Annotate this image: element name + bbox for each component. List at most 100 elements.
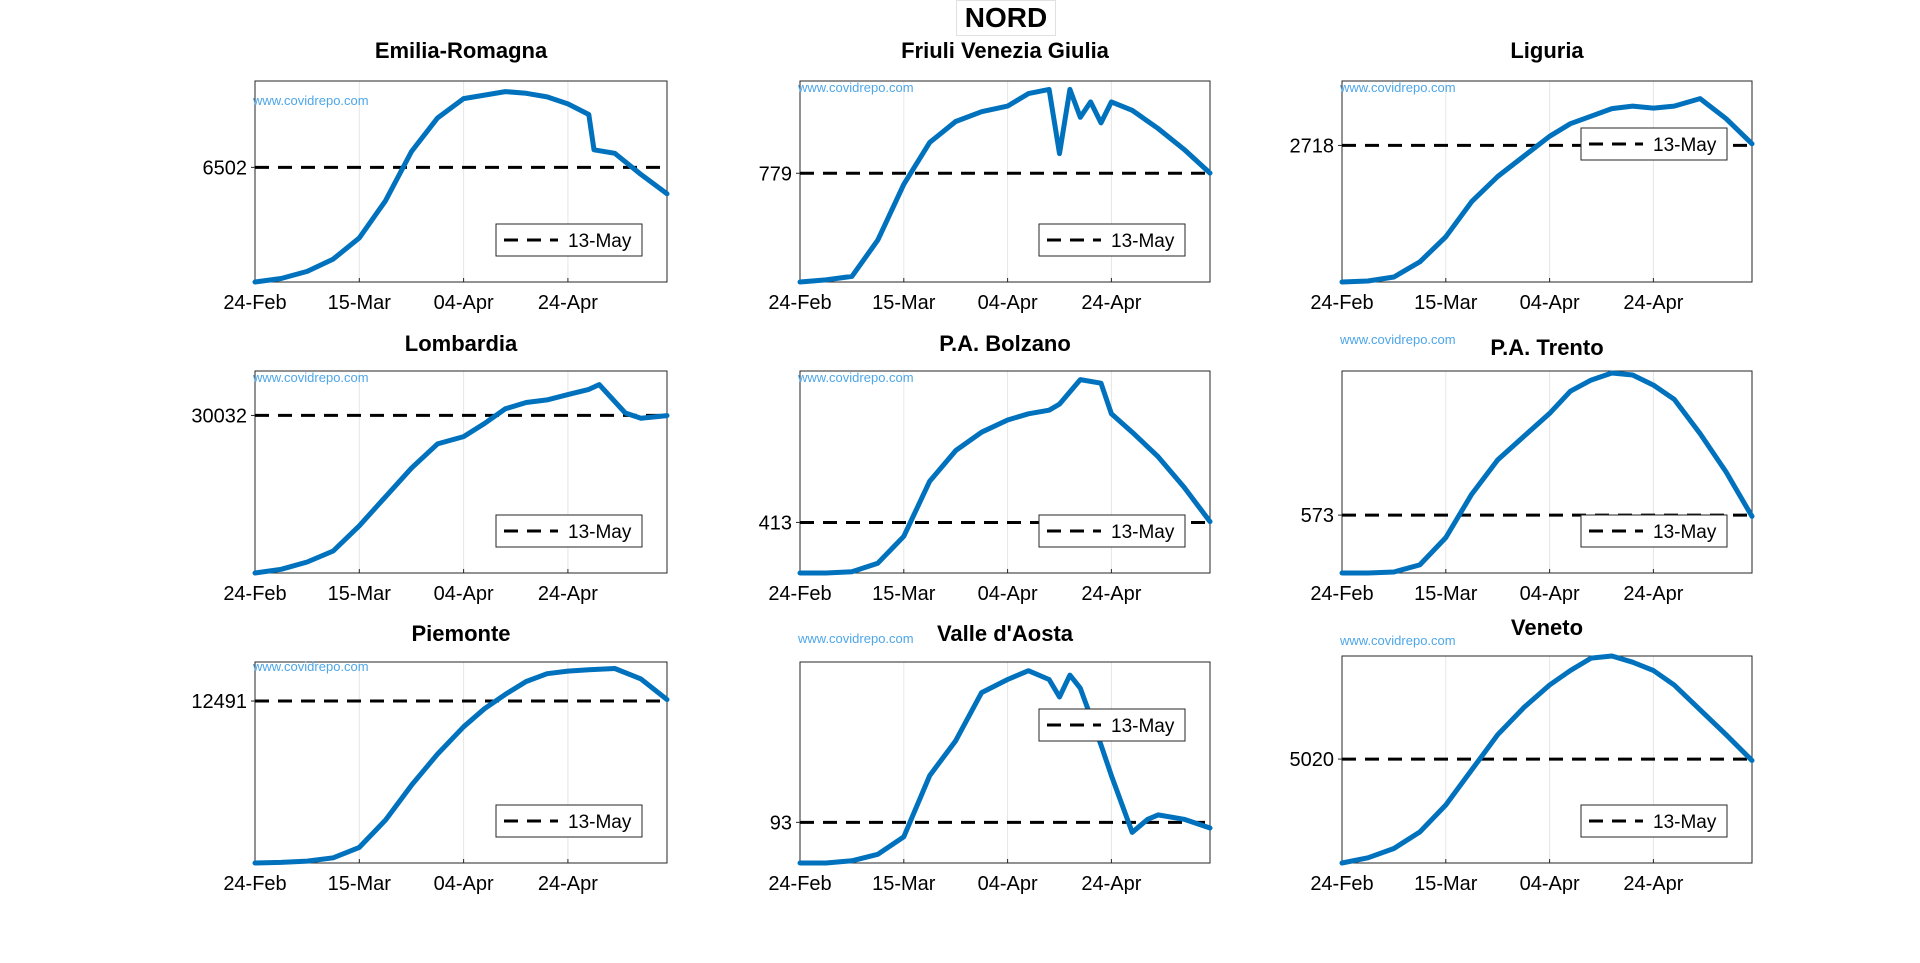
x-tick-label: 04-Apr xyxy=(978,292,1038,314)
y-tick-label: 779 xyxy=(759,163,792,185)
data-series-line xyxy=(1339,653,1755,866)
x-tick-label: 15-Mar xyxy=(872,292,936,314)
legend-box xyxy=(1580,514,1728,548)
watermark: www.covidrepo.com xyxy=(252,370,369,385)
watermark: www.covidrepo.com xyxy=(1339,332,1456,347)
x-tick-label: 04-Apr xyxy=(978,583,1038,605)
data-series-line xyxy=(1339,370,1755,576)
x-tick-label: 24-Feb xyxy=(223,583,286,605)
x-tick-label: 04-Apr xyxy=(434,873,494,895)
legend-box xyxy=(495,804,643,838)
x-tick-label: 24-Apr xyxy=(1623,873,1683,895)
subplot-title: Friuli Venezia Giulia xyxy=(901,38,1110,63)
subplot-1: 24-Feb 15-Mar 04-Apr 24-Apr www.covidrepo.co… xyxy=(203,38,670,314)
x-tick-label: 04-Apr xyxy=(434,292,494,314)
watermark: www.covidrepo.com xyxy=(797,631,914,646)
axes-box xyxy=(799,370,1211,574)
axes-box xyxy=(254,80,668,283)
legend-box xyxy=(1580,127,1728,161)
axes-box xyxy=(254,661,668,864)
legend-box xyxy=(495,514,643,548)
x-tick-label: 24-Feb xyxy=(768,583,831,605)
y-tick-label: 93 xyxy=(770,812,792,834)
subplot-title: Piemonte xyxy=(411,621,510,646)
legend-label: 13-May xyxy=(568,812,632,833)
legend: 13-May xyxy=(495,223,643,257)
x-tick-label: 24-Apr xyxy=(1081,583,1141,605)
y-tick-label: 573 xyxy=(1301,505,1334,527)
data-series-line xyxy=(252,382,670,576)
x-tick-label: 15-Mar xyxy=(1414,583,1478,605)
x-tick-label: 24-Feb xyxy=(223,292,286,314)
legend-box xyxy=(495,223,643,257)
legend: 13-May xyxy=(1580,514,1728,548)
watermark: www.covidrepo.com xyxy=(252,659,369,674)
watermark: www.covidrepo.com xyxy=(252,93,369,108)
axes-box xyxy=(799,80,1211,283)
y-tick-label: 6502 xyxy=(203,157,248,179)
x-tick-label: 04-Apr xyxy=(978,873,1038,895)
x-tick-label: 15-Mar xyxy=(328,292,392,314)
legend: 13-May xyxy=(1580,804,1728,838)
x-tick-label: 15-Mar xyxy=(1414,292,1478,314)
subplot-title: Liguria xyxy=(1510,38,1584,63)
x-tick-label: 15-Mar xyxy=(1414,873,1478,895)
subplot-6: 24-Feb 15-Mar 04-Apr 24-Apr www.covidrepo.co… xyxy=(1301,332,1755,605)
y-tick-label: 30032 xyxy=(191,405,247,427)
subplot-title: Lombardia xyxy=(405,331,518,356)
legend-label: 13-May xyxy=(1111,231,1175,252)
x-tick-label: 24-Feb xyxy=(1310,583,1373,605)
legend-label: 13-May xyxy=(1111,522,1175,543)
y-tick-label: 413 xyxy=(759,512,792,534)
subplot-4: 24-Feb 15-Mar 04-Apr 24-Apr www.covidrepo.co… xyxy=(191,331,670,605)
subplot-2: 24-Feb 15-Mar 04-Apr 24-Apr www.covidrepo.co… xyxy=(759,38,1213,314)
data-series-line xyxy=(797,668,1213,866)
axes-box xyxy=(1341,370,1753,574)
legend-box xyxy=(1038,708,1186,742)
subplot-title: P.A. Trento xyxy=(1490,335,1603,360)
legend: 13-May xyxy=(1580,127,1728,161)
legend-box xyxy=(1038,223,1186,257)
x-tick-label: 04-Apr xyxy=(1520,583,1580,605)
axes-box xyxy=(254,370,668,574)
x-tick-label: 24-Apr xyxy=(538,583,598,605)
x-tick-label: 15-Mar xyxy=(872,583,936,605)
x-tick-label: 04-Apr xyxy=(1520,292,1580,314)
legend: 13-May xyxy=(1038,223,1186,257)
x-tick-label: 24-Apr xyxy=(1623,583,1683,605)
axes-box xyxy=(799,661,1211,864)
x-tick-label: 24-Feb xyxy=(768,873,831,895)
x-tick-label: 24-Apr xyxy=(1081,873,1141,895)
legend-label: 13-May xyxy=(1653,135,1717,156)
data-series-line xyxy=(797,86,1213,285)
subplot-title: P.A. Bolzano xyxy=(939,331,1071,356)
watermark: www.covidrepo.com xyxy=(1339,80,1456,95)
legend-label: 13-May xyxy=(1653,522,1717,543)
data-series-line xyxy=(797,377,1213,576)
axes-box xyxy=(1341,80,1753,283)
legend-box xyxy=(1580,804,1728,838)
x-tick-label: 24-Apr xyxy=(1081,292,1141,314)
x-tick-label: 15-Mar xyxy=(872,873,936,895)
x-tick-label: 15-Mar xyxy=(328,873,392,895)
watermark: www.covidrepo.com xyxy=(1339,633,1456,648)
figure-title: NORD xyxy=(964,2,1048,33)
y-tick-label: 5020 xyxy=(1290,749,1335,771)
x-tick-label: 24-Feb xyxy=(1310,873,1373,895)
x-tick-label: 04-Apr xyxy=(1520,873,1580,895)
legend-label: 13-May xyxy=(568,231,632,252)
subplot-5: 24-Feb 15-Mar 04-Apr 24-Apr www.covidrepo.co… xyxy=(759,331,1213,605)
legend-label: 13-May xyxy=(1653,812,1717,833)
x-tick-label: 24-Feb xyxy=(1310,292,1373,314)
subplot-9: 24-Feb 15-Mar 04-Apr 24-Apr www.covidrepo.co… xyxy=(1290,615,1755,895)
x-tick-label: 15-Mar xyxy=(328,583,392,605)
legend-label: 13-May xyxy=(1111,716,1175,737)
x-tick-label: 24-Apr xyxy=(1623,292,1683,314)
subplot-title: Veneto xyxy=(1511,615,1583,640)
figure-title-box: NORD xyxy=(956,0,1056,36)
legend: 13-May xyxy=(1038,514,1186,548)
legend: 13-May xyxy=(1038,708,1186,742)
data-series-line xyxy=(252,666,670,866)
x-tick-label: 24-Apr xyxy=(538,873,598,895)
